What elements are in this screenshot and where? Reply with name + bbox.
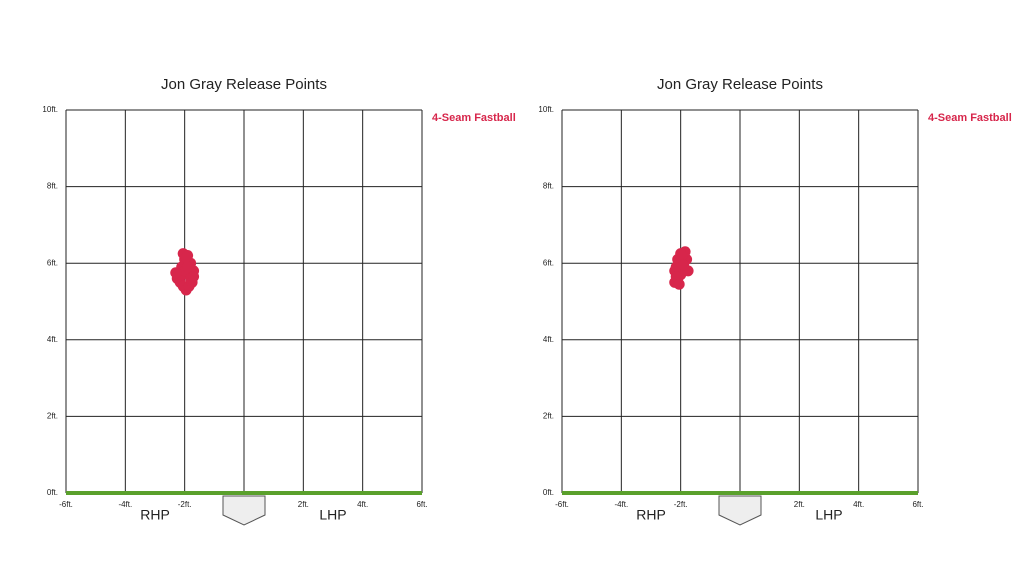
y-tick-label: 10ft. bbox=[538, 105, 554, 114]
chart: Jon Gray Release Points 0ft. 2ft. 4ft. 6ft. 8… bbox=[42, 76, 516, 526]
y-tick-label: 2ft. bbox=[47, 412, 58, 421]
home-plate bbox=[718, 495, 762, 526]
y-tick-label: 10ft. bbox=[42, 105, 58, 114]
ground bbox=[562, 491, 918, 495]
x-tick-label: 6ft. bbox=[912, 500, 923, 509]
x-tick-label: -2ft. bbox=[674, 500, 688, 509]
side-label: RHP bbox=[140, 507, 170, 523]
x-tick-label: 2ft. bbox=[794, 500, 805, 509]
legend-entry: 4-Seam Fastball bbox=[432, 112, 516, 124]
x-tick-label: 4ft. bbox=[357, 500, 368, 509]
side-label: LHP bbox=[319, 507, 346, 523]
y-tick-label: 2ft. bbox=[543, 412, 554, 421]
release-point bbox=[678, 259, 690, 271]
chart-title: Jon Gray Release Points bbox=[657, 76, 823, 93]
release-point bbox=[188, 271, 200, 283]
y-tick-label: 8ft. bbox=[47, 182, 58, 191]
legend-entry: 4-Seam Fastball bbox=[928, 112, 1012, 124]
x-tick-label: 4ft. bbox=[853, 500, 864, 509]
y-tick-label: 8ft. bbox=[543, 182, 554, 191]
y-tick-label: 6ft. bbox=[543, 258, 554, 267]
release-point bbox=[182, 261, 194, 273]
side-label: RHP bbox=[636, 507, 666, 523]
y-tick-label: 0ft. bbox=[543, 488, 554, 497]
x-tick-label: -4ft. bbox=[614, 500, 628, 509]
release-point bbox=[180, 251, 192, 263]
side-label: LHP bbox=[815, 507, 842, 523]
y-tick-label: 4ft. bbox=[543, 335, 554, 344]
chart: Jon Gray Release Points 0ft. 2ft. 4ft. 6ft. 8… bbox=[538, 76, 1012, 526]
chart-title: Jon Gray Release Points bbox=[161, 76, 327, 93]
y-tick-label: 6ft. bbox=[47, 258, 58, 267]
y-tick-label: 0ft. bbox=[47, 488, 58, 497]
release-point bbox=[673, 278, 685, 290]
x-tick-label: -2ft. bbox=[178, 500, 192, 509]
release-point bbox=[170, 267, 182, 279]
x-tick-label: 6ft. bbox=[416, 500, 427, 509]
release-point bbox=[675, 248, 687, 260]
y-tick-label: 4ft. bbox=[47, 335, 58, 344]
ground bbox=[66, 491, 422, 495]
x-tick-label: -6ft. bbox=[59, 500, 73, 509]
x-tick-label: -4ft. bbox=[118, 500, 132, 509]
x-tick-label: 2ft. bbox=[298, 500, 309, 509]
x-tick-label: -6ft. bbox=[555, 500, 569, 509]
home-plate bbox=[222, 495, 266, 526]
